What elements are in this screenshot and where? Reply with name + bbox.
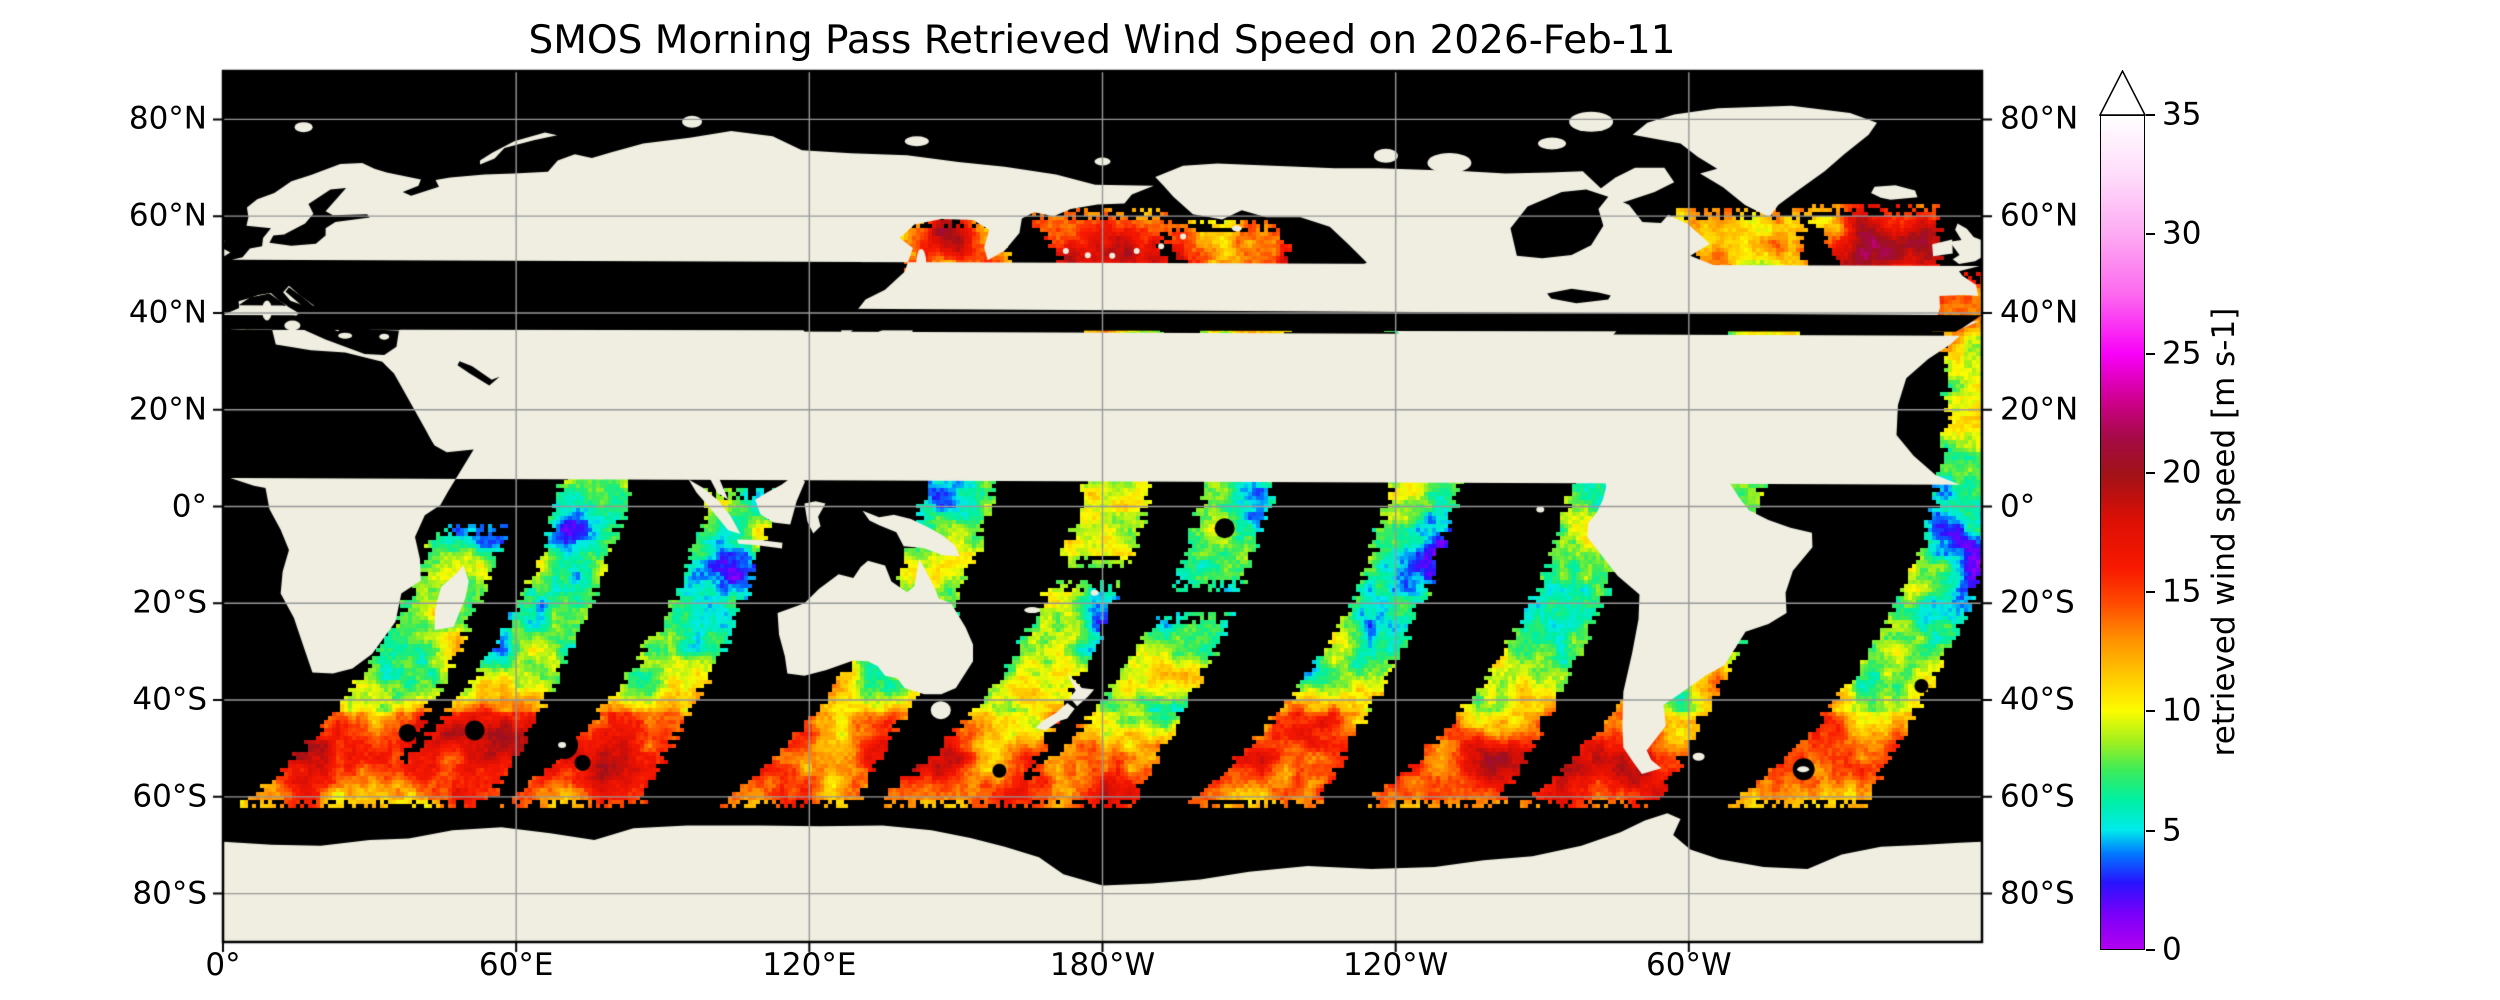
colorbar-tick	[2146, 710, 2155, 713]
y-axis-tick-label-left: 60°N	[128, 197, 207, 234]
x-axis-tick-label: 120°E	[762, 947, 857, 983]
colorbar-axis-label: retrieved wind speed [m s-1]	[2206, 307, 2242, 757]
colorbar-tick	[2146, 352, 2155, 355]
colorbar-tick	[2146, 233, 2155, 236]
colorbar-tick	[2146, 114, 2155, 116]
chart-title: SMOS Morning Pass Retrieved Wind Speed o…	[528, 18, 1676, 63]
colorbar-tick	[2146, 949, 2155, 951]
x-axis-tick-label: 60°W	[1646, 947, 1732, 983]
colorbar-tick-label: 15	[2162, 573, 2202, 610]
colorbar-tick	[2146, 829, 2155, 832]
y-axis-tick-label-right: 80°S	[2000, 875, 2075, 912]
x-axis-tick-label: 120°W	[1342, 947, 1449, 983]
y-axis-tick-label-left: 40°S	[132, 681, 207, 718]
y-axis-tick-label-left: 20°S	[132, 584, 207, 621]
y-axis-tick-label-left: 80°S	[132, 875, 207, 912]
y-axis-tick-label-left: 0°	[171, 488, 207, 524]
y-axis-tick-label-right: 60°N	[2000, 197, 2079, 234]
colorbar-tick-label: 20	[2162, 454, 2202, 491]
colorbar-tick	[2146, 591, 2155, 594]
colorbar-tick-label: 0	[2162, 931, 2182, 968]
x-axis-tick-label: 0°	[205, 947, 241, 983]
colorbar-tick-label: 35	[2162, 96, 2202, 133]
colorbar-tick	[2146, 471, 2155, 474]
y-axis-tick-label-right: 60°S	[2000, 778, 2075, 815]
y-axis-tick-label-right: 40°S	[2000, 681, 2075, 718]
colorbar-tick-label: 10	[2162, 692, 2202, 729]
y-axis-tick-label-left: 20°N	[128, 391, 207, 428]
colorbar-gradient	[2100, 115, 2145, 950]
y-axis-tick-label-right: 40°N	[2000, 294, 2079, 331]
y-axis-tick-label-left: 80°N	[128, 100, 207, 137]
x-axis-tick-label: 180°W	[1049, 947, 1156, 983]
x-axis-tick-label: 60°E	[478, 947, 554, 983]
y-axis-tick-label-left: 40°N	[128, 294, 207, 331]
y-axis-tick-label-right: 20°N	[2000, 391, 2079, 428]
y-axis-tick-label-right: 20°S	[2000, 584, 2075, 621]
y-axis-tick-label-right: 80°N	[2000, 100, 2079, 137]
colorbar-extend-arrow	[2099, 70, 2146, 116]
colorbar-tick-label: 30	[2162, 215, 2202, 252]
colorbar-tick-label: 5	[2162, 812, 2182, 849]
y-axis-tick-label-right: 0°	[2000, 488, 2036, 524]
colorbar-tick-label: 25	[2162, 335, 2202, 372]
y-axis-tick-label-left: 60°S	[132, 778, 207, 815]
